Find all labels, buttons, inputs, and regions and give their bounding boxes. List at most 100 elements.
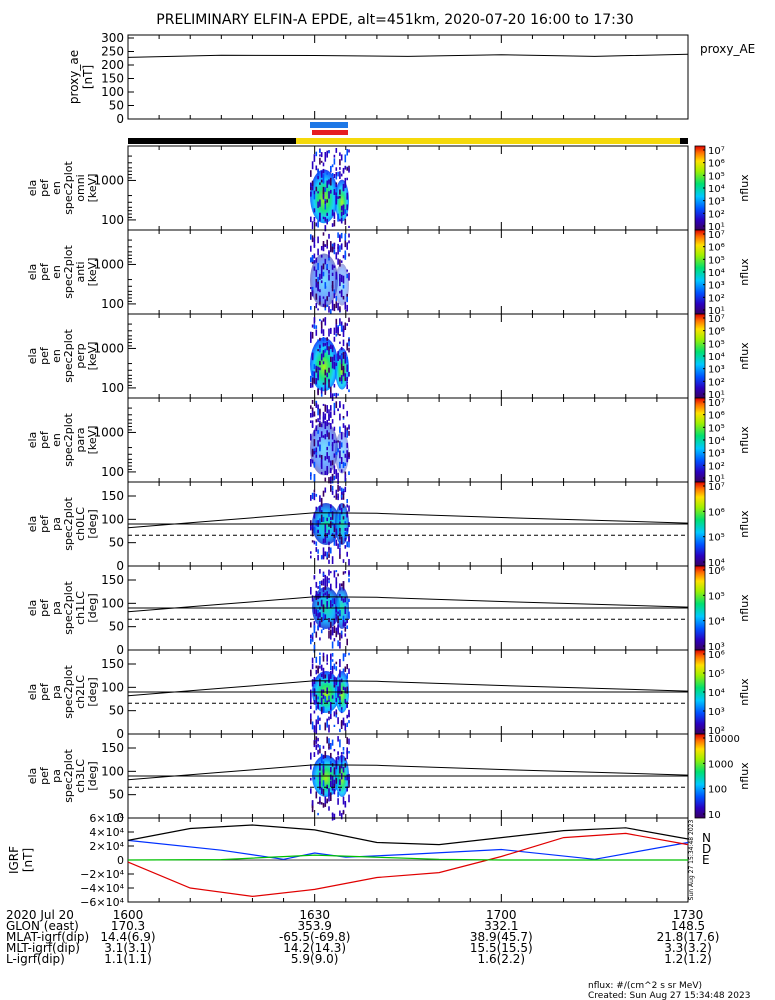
- flux-speck: [317, 220, 319, 228]
- flux-speck: [313, 644, 316, 653]
- colorbar-tick-label: 10⁶: [708, 243, 725, 254]
- flux-speck: [335, 606, 338, 613]
- colorbar-tick-label: 10⁵: [708, 339, 725, 350]
- flux-speck: [320, 756, 323, 764]
- flux-speck: [331, 281, 334, 288]
- flux-speck: [322, 241, 325, 247]
- flux-speck: [328, 529, 330, 535]
- flux-speck: [317, 801, 319, 804]
- flux-speck: [322, 706, 325, 713]
- xaxis-value: 14.2(14.3): [283, 941, 346, 955]
- flux-speck: [319, 658, 321, 665]
- ylabel-part: spec2plot: [62, 413, 75, 467]
- flux-speck: [320, 455, 323, 462]
- flux-speck: [320, 498, 323, 506]
- flux-speck: [340, 507, 343, 515]
- flux-speck: [344, 571, 347, 574]
- flux-speck: [335, 148, 338, 153]
- flux-speck: [346, 737, 348, 744]
- ylabel-part: [keV]: [86, 174, 99, 203]
- flux-speck: [315, 656, 318, 663]
- colorbar-tick-label: 10⁴: [708, 558, 725, 569]
- flux-speck: [330, 507, 332, 513]
- flux-speck: [317, 554, 319, 561]
- loss-cone-line: [127, 512, 689, 529]
- colorbar-tick-label: 10⁵: [708, 533, 725, 544]
- flux-speck: [322, 573, 325, 576]
- flux-speck: [324, 369, 327, 376]
- flux-speck: [344, 622, 347, 626]
- flux-speck: [340, 232, 343, 239]
- xaxis-value: 38.9(45.7): [470, 930, 533, 944]
- flux-speck: [337, 543, 339, 549]
- colorbar-tick-label: 10³: [708, 642, 725, 653]
- flux-speck: [315, 293, 318, 300]
- flux-speck: [339, 669, 341, 678]
- flux-speck: [331, 272, 334, 276]
- flux-speck: [346, 364, 348, 372]
- flux-speck: [335, 271, 338, 280]
- flux-speck: [346, 192, 348, 199]
- flux-speck: [310, 520, 312, 526]
- flux-speck: [319, 620, 321, 628]
- flux-speck: [319, 444, 321, 452]
- colorbar-tick-label: 100: [708, 785, 727, 796]
- igrf-legend-e: E: [702, 853, 710, 867]
- flux-speck: [328, 788, 330, 795]
- flux-speck: [319, 318, 321, 322]
- flux-speck: [320, 353, 323, 361]
- flux-speck: [319, 745, 321, 750]
- flux-speck: [337, 573, 339, 577]
- flux-speck: [330, 328, 332, 332]
- flux-speck: [317, 737, 319, 742]
- flux-speck: [342, 653, 345, 662]
- ylabel-part: ch2LC: [74, 675, 87, 709]
- flux-speck: [317, 404, 319, 410]
- flux-speck: [335, 777, 338, 784]
- flux-speck: [342, 810, 345, 815]
- colorbar-tick-label: 10⁶: [708, 327, 725, 338]
- flux-speck: [320, 514, 323, 522]
- flux-speck: [340, 289, 343, 297]
- flux-speck: [322, 671, 325, 679]
- flux-speck: [328, 379, 330, 388]
- flux-speck: [317, 339, 319, 342]
- flux-speck: [339, 504, 341, 511]
- flux-speck: [330, 165, 332, 172]
- igrf-series-line: [127, 832, 689, 898]
- flux-speck: [311, 182, 314, 191]
- flux-speck: [313, 371, 316, 379]
- ytick-label: 0: [116, 559, 124, 573]
- flux-speck: [348, 430, 350, 436]
- flux-speck: [313, 260, 316, 264]
- flux-speck: [319, 717, 321, 721]
- flux-speck: [340, 541, 343, 545]
- flux-speck: [335, 581, 338, 589]
- flux-speck: [319, 409, 321, 416]
- flux-speck: [342, 416, 345, 419]
- flux-blob: [335, 263, 349, 306]
- flux-speck: [328, 541, 330, 546]
- igrf-series-line: [127, 824, 689, 846]
- flux-speck: [328, 743, 330, 749]
- flux-speck: [348, 424, 350, 430]
- flux-speck: [333, 293, 336, 299]
- flux-speck: [324, 536, 327, 543]
- side-timestamp: Sun Aug 27 15:34:48 2023: [688, 820, 695, 901]
- flux-speck: [313, 450, 316, 455]
- igrf-ytick-label: −6×10⁴: [80, 896, 124, 909]
- ylabel-part: [deg]: [86, 593, 99, 622]
- flux-speck: [319, 360, 321, 365]
- flux-speck: [324, 592, 327, 596]
- flux-speck: [333, 724, 336, 727]
- ylabel-part: omni: [74, 174, 87, 201]
- ylabel-part: ch1LC: [74, 591, 87, 625]
- flux-speck: [328, 580, 330, 584]
- flux-speck: [328, 547, 330, 553]
- flux-speck: [326, 430, 328, 434]
- flux-speck: [315, 541, 318, 546]
- flux-speck: [335, 570, 338, 573]
- flux-speck: [330, 629, 332, 636]
- flux-speck: [333, 426, 336, 431]
- flux-speck: [315, 581, 318, 588]
